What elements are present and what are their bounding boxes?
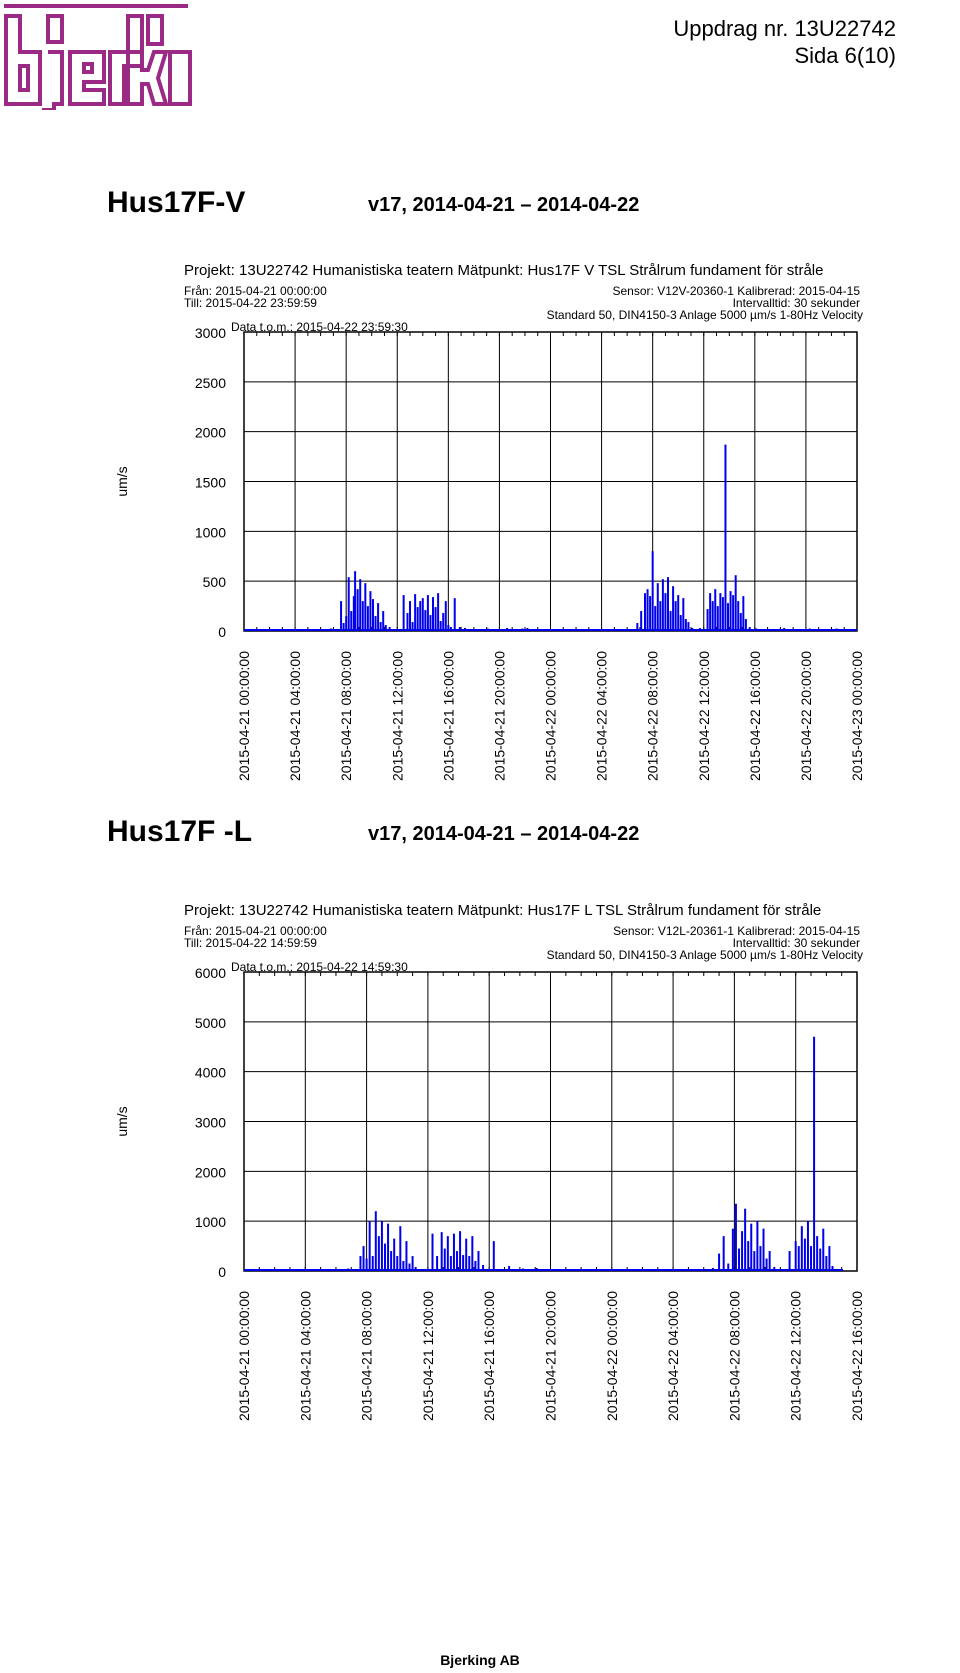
y-tick-label: 2000 (195, 1164, 226, 1180)
x-tick-label: 2015-04-22 12:00:00 (696, 651, 712, 781)
velocity-chart-l: 6000 5000 4000 3000 2000 1000 0 um/s 2015-04-21 … (114, 965, 865, 1421)
x-tick-label: 2015-04-22 04:00:00 (594, 651, 610, 781)
logo-stroke (168, 50, 192, 106)
page-number: Sida 6(10) (794, 43, 896, 68)
standard-info: Standard 50, DIN4150-3 Anlage 5000 µm/s … (546, 308, 863, 322)
y-tick-label: 3000 (195, 325, 226, 341)
x-tick-label: 2015-04-21 20:00:00 (543, 1291, 559, 1421)
logo-stroke (126, 14, 169, 106)
y-tick-label: 5000 (195, 1015, 226, 1031)
y-tick-label: 2500 (195, 375, 226, 391)
standard-info: Standard 50, DIN4150-3 Anlage 5000 µm/s … (546, 948, 863, 962)
velocity-chart-v: 3000 2500 2000 1500 1000 500 0 um/s 2015-04-21 0… (114, 325, 865, 781)
x-tick-label: 2015-04-21 04:00:00 (297, 1291, 313, 1421)
section-period: v17, 2014-04-21 – 2014-04-22 (368, 823, 640, 845)
logo-stroke (146, 14, 164, 46)
document-reference: Uppdrag nr. 13U22742 (673, 16, 896, 41)
x-tick-label: 2015-04-21 08:00:00 (359, 1291, 375, 1421)
data-series (329, 444, 852, 631)
x-tick-label: 2015-04-22 16:00:00 (849, 1291, 865, 1421)
x-tick-label: 2015-04-21 16:00:00 (481, 1291, 497, 1421)
interval-info: Intervalltid: 30 sekunder (732, 296, 860, 310)
y-tick-label: 4000 (195, 1065, 226, 1081)
logo-graphic (4, 4, 192, 112)
sensor-info: Sensor: V12L-20361-1 Kalibrerad: 2015-04… (613, 924, 860, 938)
y-axis-label: um/s (114, 1106, 130, 1136)
x-tick-label: 2015-04-21 00:00:00 (236, 1291, 252, 1421)
section-period: v17, 2014-04-21 – 2014-04-22 (368, 194, 640, 216)
from-date: Från: 2015-04-21 00:00:00 (184, 284, 327, 298)
x-tick-label: 2015-04-22 08:00:00 (726, 1291, 742, 1421)
logo-stroke (68, 50, 106, 106)
grid (243, 331, 858, 632)
x-tick-label: 2015-04-21 20:00:00 (491, 651, 507, 781)
x-tick-label: 2015-04-22 12:00:00 (788, 1291, 804, 1421)
logo-stroke (46, 14, 64, 44)
x-tick-label: 2015-04-21 12:00:00 (389, 651, 405, 781)
y-tick-label: 3000 (195, 1115, 226, 1131)
y-tick-label: 0 (218, 1264, 226, 1280)
sensor-info: Sensor: V12V-20360-1 Kalibrerad: 2015-04… (612, 284, 861, 298)
x-tick-label: 2015-04-22 08:00:00 (645, 651, 661, 781)
y-tick-label: 2000 (195, 425, 226, 441)
x-tick-label: 2015-04-22 00:00:00 (543, 651, 559, 781)
section-title: Hus17F-V (107, 186, 246, 219)
y-tick-label: 1000 (195, 1214, 226, 1230)
y-tick-label: 1000 (195, 524, 226, 540)
x-tick-label: 2015-04-22 04:00:00 (665, 1291, 681, 1421)
data-series (347, 1036, 837, 1271)
footer-company: Bjerking AB (440, 1652, 520, 1668)
grid (243, 971, 858, 1272)
y-tick-label: 0 (218, 624, 226, 640)
x-tick-label: 2015-04-23 00:00:00 (849, 651, 865, 781)
x-tick-label: 2015-04-21 12:00:00 (420, 1291, 436, 1421)
y-axis-label: um/s (114, 466, 130, 496)
x-tick-label: 2015-04-22 20:00:00 (798, 651, 814, 781)
bjerking-logo (0, 4, 192, 115)
x-tick-label: 2015-04-21 08:00:00 (338, 651, 354, 781)
project-line: Projekt: 13U22742 Humanistiska teatern M… (184, 902, 822, 919)
x-tick-label: 2015-04-21 00:00:00 (236, 651, 252, 781)
section-title: Hus17F -L (107, 815, 253, 848)
data-until: Data t.o.m.: 2015-04-22 23:59:30 (231, 320, 408, 334)
from-date: Från: 2015-04-21 00:00:00 (184, 924, 327, 938)
data-until: Data t.o.m.: 2015-04-22 14:59:30 (231, 960, 408, 974)
x-tick-label: 2015-04-22 00:00:00 (604, 1291, 620, 1421)
logo-stroke (4, 14, 42, 106)
x-tick-label: 2015-04-21 16:00:00 (440, 651, 456, 781)
till-date: Till: 2015-04-22 14:59:59 (184, 936, 317, 950)
y-tick-label: 6000 (195, 965, 226, 981)
y-tick-label: 1500 (195, 475, 226, 491)
x-tick-label: 2015-04-21 04:00:00 (287, 651, 303, 781)
interval-info: Intervalltid: 30 sekunder (732, 936, 860, 950)
x-tick-label: 2015-04-22 16:00:00 (747, 651, 763, 781)
logo-stroke (42, 50, 64, 112)
y-tick-label: 500 (203, 574, 227, 590)
till-date: Till: 2015-04-22 23:59:59 (184, 296, 317, 310)
project-line: Projekt: 13U22742 Humanistiska teatern M… (184, 262, 824, 279)
